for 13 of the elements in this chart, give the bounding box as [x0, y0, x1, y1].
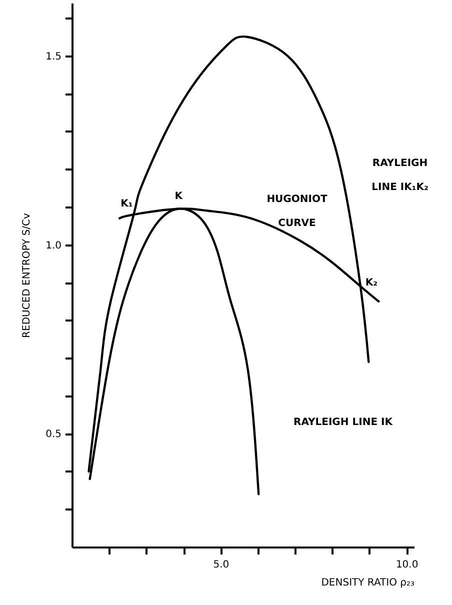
- annotation: RAYLEIGH LINE IK: [294, 417, 394, 428]
- text: RAYLEIGH LINE IK₁K₂: [372, 158, 428, 193]
- annotation: K₂: [365, 277, 378, 288]
- x-tick-label: 10.0: [396, 560, 418, 570]
- y-axis-title: REDUCED ENTROPY S/Cv: [22, 212, 33, 338]
- annotation: K₁: [120, 198, 133, 210]
- x-tick-label: 5.0: [213, 560, 230, 570]
- y-tick-label: 1.0: [46, 240, 62, 252]
- annotation: K: [174, 190, 184, 202]
- y-tick-label: 1.5: [46, 51, 62, 62]
- text: HUGONIOT CURVE: [266, 194, 328, 229]
- x-axis-title: DENSITY RATIO ρ₂₃: [321, 578, 414, 588]
- y-tick-label: 0.5: [46, 429, 62, 440]
